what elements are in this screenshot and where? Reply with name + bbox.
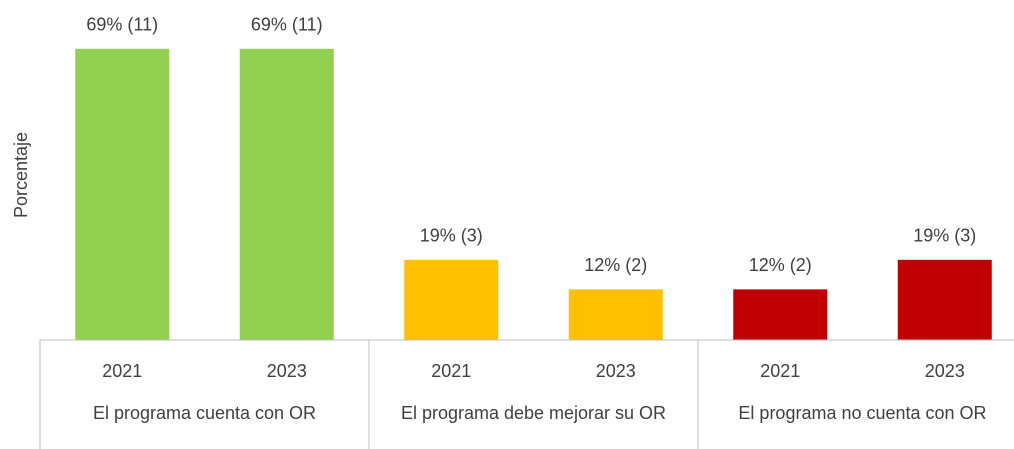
group-label: El programa no cuenta con OR — [738, 403, 987, 423]
bar — [897, 259, 992, 340]
bar — [404, 259, 499, 340]
group-label: El programa cuenta con OR — [92, 403, 317, 423]
data-label: 69% (11) — [251, 15, 323, 35]
x-tick-label: 2023 — [267, 361, 307, 381]
bar — [239, 48, 334, 340]
data-label: 12% (2) — [749, 255, 812, 275]
data-label: 19% (3) — [420, 226, 483, 246]
data-label: 19% (3) — [913, 226, 976, 246]
data-label: 12% (2) — [584, 255, 647, 275]
x-tick-label: 2021 — [760, 361, 800, 381]
bar — [568, 289, 663, 340]
data-label: 69% (11) — [86, 15, 158, 35]
x-tick-label: 2021 — [102, 361, 142, 381]
bar — [75, 48, 170, 340]
x-tick-label: 2023 — [925, 361, 965, 381]
y-axis-label: Porcentaje — [11, 132, 31, 218]
bar — [733, 289, 828, 340]
group-label: El programa debe mejorar su OR — [400, 403, 667, 423]
x-tick-label: 2021 — [431, 361, 471, 381]
x-tick-label: 2023 — [596, 361, 636, 381]
